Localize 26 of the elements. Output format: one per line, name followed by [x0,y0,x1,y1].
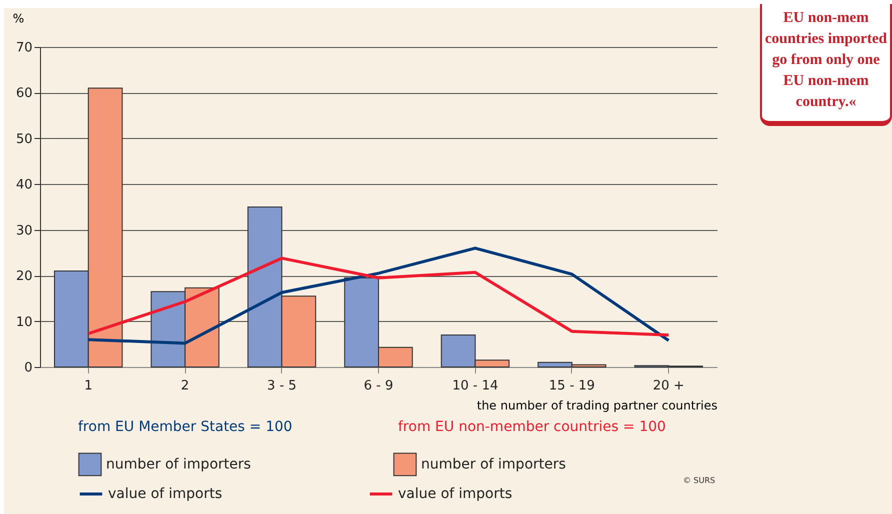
line-series [86,256,670,336]
y-tick-label: 50 [16,132,32,147]
line-series [86,246,670,345]
y-tick-label: 0 [24,360,32,376]
legend-label: number of importers [421,456,566,472]
x-tick-label: 20 + [652,378,684,394]
text: from EU non-member countries = 100 [398,419,666,435]
x-tick-label: 6 - 9 [364,378,394,394]
y-tick-label: 40 [16,178,32,193]
y-tick-label: 30 [16,223,32,238]
x-tick-label: 15 - 19 [548,378,595,394]
x-tick-label: 10 - 14 [452,378,498,394]
x-tick-label: 3 - 5 [267,378,297,394]
x-axis-title: the number of trading partner countries [476,398,718,412]
legend-label: value of imports [398,486,512,502]
x-tick-label: 1 [84,378,92,394]
text: from EU Member States = 100 [78,419,292,435]
y-axis-title: % [12,12,24,26]
text: © SURS [683,476,716,485]
y-tick-label: 60 [16,86,32,102]
y-tick-label: 10 [16,314,32,330]
y-tick-label: 20 [16,269,32,284]
y-tick-label: 70 [16,40,32,56]
legend-label: number of importers [106,456,251,472]
x-tick-label: 2 [180,378,190,394]
legend-label: value of imports [108,486,222,502]
